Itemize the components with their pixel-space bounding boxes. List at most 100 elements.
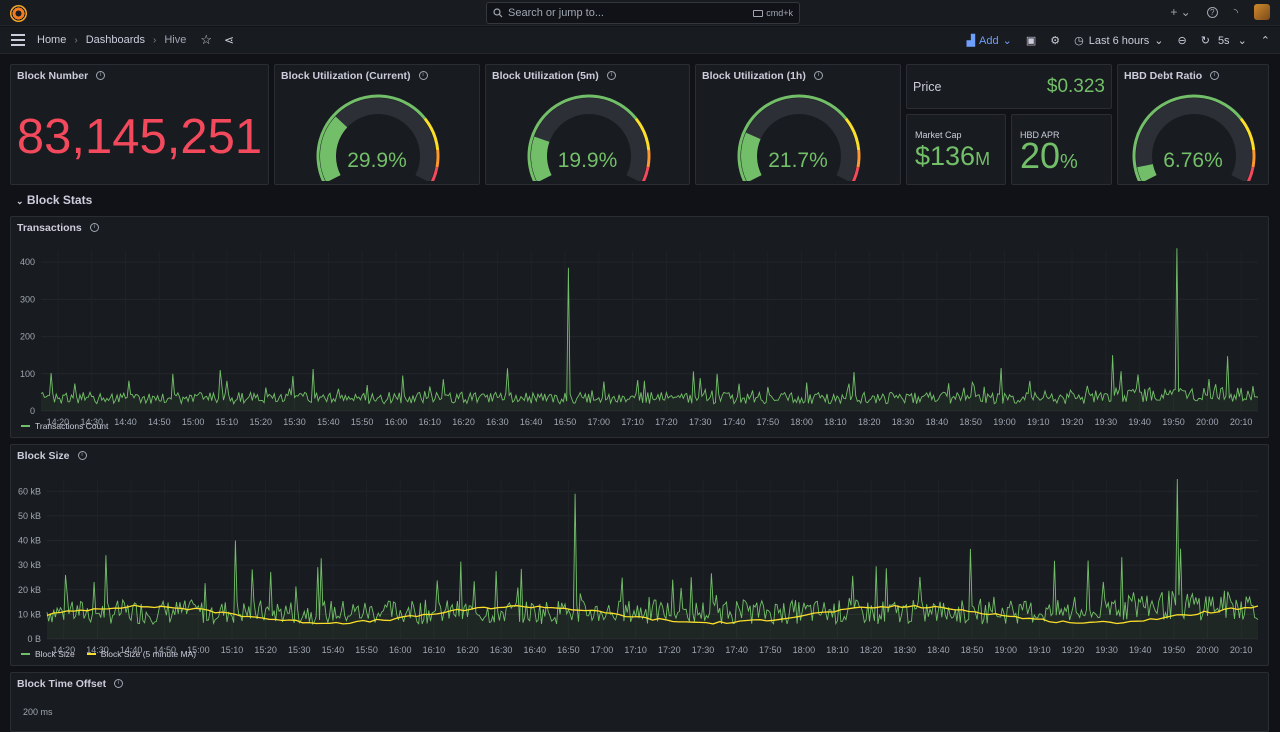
x-tick: 16:10 <box>423 645 446 655</box>
search-placeholder: Search or jump to... <box>508 7 604 19</box>
hbd-apr-unit: % <box>1060 151 1078 173</box>
gauge-threshold-arc <box>641 166 650 181</box>
block-number-value: 83,145,251 <box>16 110 263 164</box>
util-current-panel: Block Utilization (Current) i 29.9% <box>274 64 480 185</box>
x-tick: 18:00 <box>790 417 813 427</box>
row-title: Block Stats <box>26 193 93 207</box>
legend-item[interactable]: Transactions Count <box>21 421 108 431</box>
info-icon[interactable]: i <box>813 70 823 80</box>
grafana-logo-icon[interactable] <box>10 5 27 22</box>
panel-title: Block Size <box>17 450 70 462</box>
info-icon[interactable]: i <box>418 70 428 80</box>
breadcrumb: Home › Dashboards › Hive ☆ ⋖ <box>37 32 234 48</box>
x-tick: 20:10 <box>1230 645 1253 655</box>
breadcrumb-dashboards[interactable]: Dashboards <box>85 34 146 46</box>
market-cap-label: Market Cap <box>915 130 962 140</box>
info-icon[interactable]: i <box>89 222 99 232</box>
x-tick: 15:20 <box>249 417 272 427</box>
gauge-threshold-arc <box>646 149 651 168</box>
x-tick: 16:40 <box>523 645 546 655</box>
gauge-threshold-arc <box>634 117 651 151</box>
x-tick: 16:50 <box>554 417 577 427</box>
add-button[interactable]: ▟ Add ⌄ <box>966 34 1012 48</box>
gauge-threshold-arc <box>844 117 861 151</box>
legend-item[interactable]: Block Size (5 minute MA) <box>86 649 196 659</box>
gear-icon[interactable]: ⚙ <box>1050 35 1061 47</box>
x-tick: 19:40 <box>1129 645 1152 655</box>
panel-title: Block Utilization (5m) <box>492 70 599 82</box>
panel-title: Block Number <box>17 70 89 82</box>
x-tick: 18:50 <box>961 645 984 655</box>
x-tick: 16:40 <box>520 417 543 427</box>
zoom-out-icon[interactable]: ⊖ <box>1177 35 1187 47</box>
x-tick: 19:10 <box>1028 645 1051 655</box>
gauge-fill <box>320 116 348 181</box>
x-tick: 15:40 <box>322 645 345 655</box>
x-tick: 20:10 <box>1230 417 1253 427</box>
y-tick: 200 <box>20 332 35 342</box>
refresh-interval-label: 5s <box>1217 34 1230 47</box>
collapse-icon[interactable]: ⌃ <box>1260 35 1270 47</box>
transactions-chart[interactable]: 0 100 200 300 400 14:20 14:30 14:40 14:50 15:00 15… <box>11 239 1268 439</box>
info-icon[interactable]: i <box>96 70 106 80</box>
chart-add-icon: ▟ <box>966 35 976 47</box>
row-header-block-stats[interactable]: ⌄ Block Stats <box>16 193 92 207</box>
plus-icon[interactable]: + ⌄ <box>1170 5 1191 19</box>
panel-title: Transactions <box>17 222 82 234</box>
nav-bar: Home › Dashboards › Hive ☆ ⋖ ▟ Add ⌄ ▣ ⚙ ◷… <box>0 27 1280 54</box>
refresh-picker[interactable]: ↻ 5s ⌄ <box>1201 34 1247 48</box>
series-line <box>40 248 1259 406</box>
x-tick: 19:10 <box>1027 417 1050 427</box>
x-tick: 16:00 <box>389 645 412 655</box>
info-icon[interactable]: i <box>77 450 87 460</box>
chevron-down-icon: ⌄ <box>1154 35 1164 47</box>
price-label: Price <box>913 80 942 94</box>
x-tick: 17:00 <box>588 417 611 427</box>
star-icon[interactable]: ☆ <box>200 32 213 47</box>
x-tick: 17:50 <box>757 417 780 427</box>
y-tick: 200 ms <box>23 707 53 717</box>
chevron-down-icon: ⌄ <box>1237 35 1247 47</box>
x-tick: 15:50 <box>355 645 378 655</box>
price-panel: Price $0.323 <box>906 64 1112 109</box>
x-tick: 17:20 <box>658 645 681 655</box>
gauge-value: 19.9% <box>557 149 618 172</box>
x-tick: 19:30 <box>1095 417 1118 427</box>
rss-icon[interactable]: ◝ <box>1233 6 1238 19</box>
search-box[interactable]: Search or jump to... cmd+k <box>486 2 800 24</box>
top-bar: Search or jump to... cmd+k + ⌄ ? ◝ <box>0 0 1280 26</box>
gauge-threshold-arc <box>1239 117 1256 151</box>
util-5m-gauge <box>527 94 651 181</box>
x-tick: 19:00 <box>994 645 1017 655</box>
gauge-threshold-arc <box>1251 149 1256 168</box>
help-icon[interactable]: ? <box>1206 6 1218 18</box>
save-icon[interactable]: ▣ <box>1025 35 1037 47</box>
legend: Block Size Block Size (5 minute MA) <box>21 649 196 659</box>
y-tick: 100 <box>20 369 35 379</box>
breadcrumb-home[interactable]: Home <box>37 34 67 46</box>
shortcut-text: cmd+k <box>766 8 793 18</box>
info-icon[interactable]: i <box>114 678 124 688</box>
x-tick: 15:10 <box>216 417 239 427</box>
menu-icon[interactable] <box>11 34 25 46</box>
gauge-threshold-arc <box>851 166 860 181</box>
x-tick: 19:40 <box>1128 417 1151 427</box>
x-tick: 18:40 <box>927 645 950 655</box>
x-tick: 16:20 <box>452 417 475 427</box>
x-tick: 15:00 <box>187 645 210 655</box>
x-tick: 14:50 <box>153 645 176 655</box>
x-tick: 19:50 <box>1163 645 1186 655</box>
util-current-gauge <box>316 94 440 181</box>
avatar[interactable] <box>1254 4 1270 20</box>
info-icon[interactable]: i <box>1210 70 1220 80</box>
info-icon[interactable]: i <box>606 70 616 80</box>
time-picker[interactable]: ◷ Last 6 hours ⌄ <box>1074 34 1164 48</box>
share-icon[interactable]: ⋖ <box>224 33 235 47</box>
x-tick: 14:20 <box>53 645 76 655</box>
x-tick: 16:30 <box>486 417 509 427</box>
block-size-chart[interactable]: 0 B 10 kB 20 kB 30 kB 40 kB 50 kB 60 kB 14:20 14… <box>11 467 1268 667</box>
legend-item[interactable]: Block Size <box>21 649 75 659</box>
util-1h-panel: Block Utilization (1h) i 21.7% <box>695 64 901 185</box>
x-tick: 18:30 <box>894 645 917 655</box>
series-line <box>46 604 1259 625</box>
